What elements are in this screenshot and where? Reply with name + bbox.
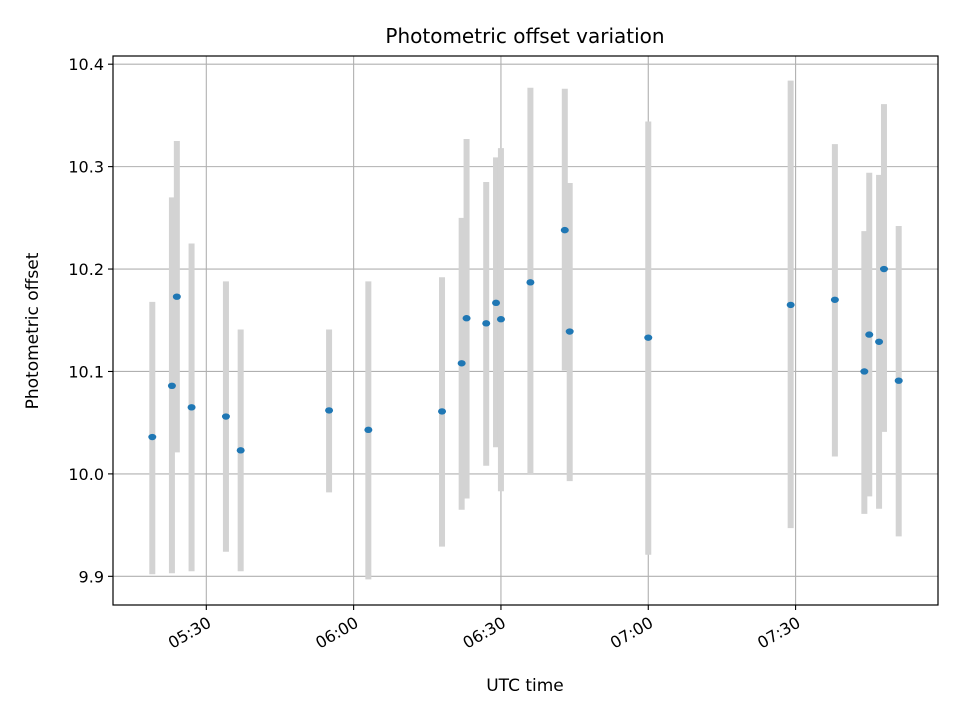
data-point (325, 407, 334, 414)
y-tick-label: 10.4 (68, 55, 104, 74)
data-point (221, 413, 230, 420)
data-point (565, 328, 574, 335)
data-point (496, 316, 505, 323)
y-tick-label: 10.0 (68, 465, 104, 484)
grid (113, 56, 938, 605)
data-point (830, 296, 839, 303)
y-axis-label: Photometric offset (23, 252, 43, 409)
data-point (492, 299, 501, 307)
data-point (865, 331, 874, 338)
data-point (172, 293, 181, 300)
data-point (875, 338, 884, 345)
data-point (462, 315, 471, 322)
data-point (438, 408, 447, 415)
data-point (860, 368, 869, 375)
data-point (187, 404, 196, 411)
data-point (894, 377, 903, 384)
y-tick-label: 10.3 (68, 158, 104, 177)
data-point (526, 279, 535, 286)
data-point (879, 265, 888, 273)
y-tick-label: 10.1 (68, 362, 104, 381)
chart-title: Photometric offset variation (385, 24, 664, 48)
x-axis-label: UTC time (486, 676, 564, 696)
data-points (148, 226, 903, 454)
data-point (560, 226, 569, 234)
data-point (786, 301, 795, 309)
y-tick-label: 10.2 (68, 260, 104, 279)
data-point (364, 426, 373, 434)
data-point (236, 447, 245, 454)
data-point (644, 334, 653, 341)
data-point (148, 433, 157, 441)
data-point (482, 320, 491, 327)
plot-frame (112, 55, 939, 606)
data-point (167, 382, 176, 390)
y-tick-label: 9.9 (79, 567, 104, 586)
data-point (457, 360, 466, 367)
